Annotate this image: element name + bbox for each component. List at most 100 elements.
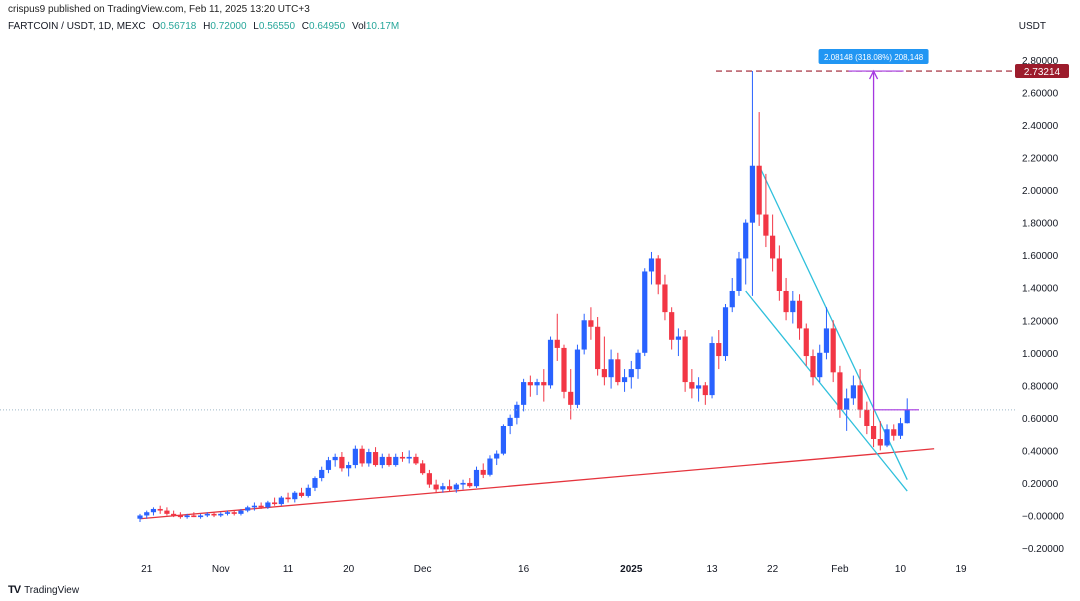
candle	[837, 365, 843, 418]
candle	[810, 349, 816, 386]
candle	[184, 513, 190, 519]
candle-body	[272, 502, 278, 505]
candle-body	[729, 290, 735, 308]
candle-body	[487, 458, 493, 475]
candle-body	[164, 510, 170, 514]
candle-body	[218, 513, 224, 516]
candle-body	[635, 352, 641, 370]
candle-body	[137, 515, 143, 519]
candle	[621, 369, 628, 392]
candle-body	[897, 423, 904, 436]
candle	[534, 378, 540, 396]
candle-body	[231, 512, 237, 514]
y-tick-label: 0.40000	[1022, 446, 1059, 457]
candle-body	[817, 352, 823, 378]
candle-body	[204, 513, 210, 516]
candle-body	[440, 486, 446, 490]
candle	[595, 317, 601, 376]
candle	[716, 330, 722, 370]
measure-label-box	[818, 49, 929, 65]
candle-body	[171, 513, 177, 516]
candle-body	[534, 382, 540, 386]
candle	[379, 453, 385, 469]
high-price-tag-text: 2.73214	[1024, 67, 1061, 78]
candle-body	[837, 372, 843, 410]
candle-body	[743, 222, 749, 259]
x-axis: 21 Nov 11 20 Dec 16 2025 13 22 Feb 10 19	[141, 564, 967, 575]
candle	[736, 251, 742, 296]
candle	[204, 512, 210, 518]
candle-body	[359, 448, 365, 464]
candle-body	[722, 307, 729, 357]
x-tick-label: Feb	[831, 564, 849, 575]
y-tick-label: 1.00000	[1022, 349, 1059, 360]
candle-body	[675, 336, 681, 340]
candle-body	[621, 377, 628, 383]
candle-body	[554, 339, 560, 348]
x-tick-label: 21	[141, 564, 153, 575]
candle	[803, 323, 809, 366]
candle-body	[648, 258, 655, 272]
candle-body	[904, 409, 910, 424]
candle	[305, 484, 311, 498]
candle	[642, 268, 648, 357]
candle	[763, 173, 769, 248]
candle	[897, 417, 904, 440]
candle	[709, 336, 715, 399]
candle	[359, 445, 365, 467]
candle	[298, 487, 305, 498]
candle	[702, 382, 708, 405]
candle-body	[393, 456, 399, 466]
candle-body	[857, 385, 863, 410]
candle	[675, 328, 681, 357]
candle-body	[810, 356, 816, 378]
candle-body	[150, 508, 157, 513]
y-tick-label: 0.80000	[1022, 381, 1059, 392]
candle-body	[319, 469, 325, 479]
candle	[150, 507, 157, 516]
measure-label-text: 2.08148 (318.08%) 208,148	[824, 53, 924, 62]
candle	[648, 251, 655, 285]
x-tick-label: Dec	[414, 564, 432, 575]
symbol-name[interactable]: FARTCOIN / USDT, 1D, MEXC	[8, 21, 146, 32]
y-tick-label: 1.60000	[1022, 251, 1059, 262]
candle	[171, 510, 177, 518]
candle	[238, 508, 244, 516]
candle	[446, 479, 453, 492]
candle	[507, 414, 513, 435]
candle-body	[521, 382, 527, 405]
x-tick-label: 2025	[620, 564, 643, 575]
candle	[790, 290, 796, 324]
candle-body	[601, 369, 607, 378]
candle	[231, 510, 237, 516]
candle-body	[500, 426, 507, 454]
candle-body	[298, 492, 305, 496]
candle-body	[608, 359, 614, 378]
candle-body	[251, 505, 258, 508]
ohlc-high: H0.72000	[203, 21, 247, 32]
candle-body	[460, 482, 466, 485]
candle	[682, 330, 688, 392]
y-tick-label: 2.40000	[1022, 121, 1059, 132]
candle	[406, 450, 412, 464]
candle-body	[433, 484, 439, 490]
candle	[224, 510, 231, 516]
candle	[817, 344, 823, 383]
candle	[453, 482, 459, 493]
candle-body	[642, 271, 648, 353]
candle	[628, 360, 634, 389]
candle-body	[157, 508, 163, 511]
candle-body	[844, 398, 850, 410]
y-tick-label: 2.20000	[1022, 154, 1059, 165]
candle	[554, 313, 560, 361]
x-tick-label: 22	[767, 564, 779, 575]
candle-body	[379, 456, 385, 466]
candle	[372, 447, 379, 467]
candle	[197, 513, 204, 519]
candle-body	[689, 382, 695, 389]
candle	[729, 277, 735, 313]
candle	[164, 507, 170, 516]
candle-body	[527, 382, 533, 386]
candle-body	[628, 369, 634, 378]
